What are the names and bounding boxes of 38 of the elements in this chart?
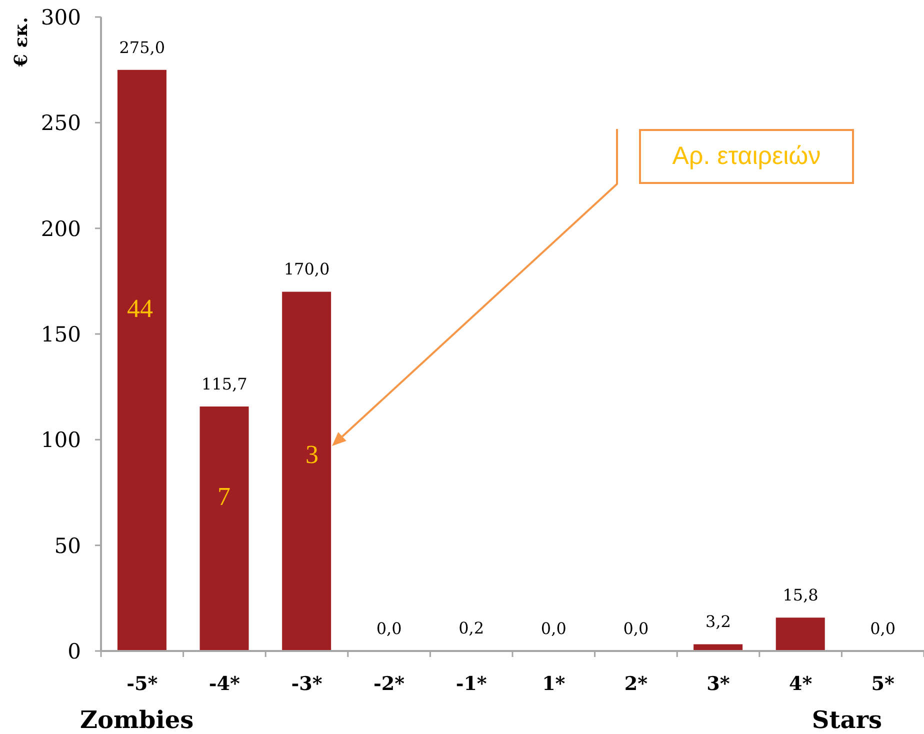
annotation: 3 — [306, 440, 318, 470]
y-axis-title: € εκ. — [11, 17, 32, 68]
data-label: 3,2 — [706, 612, 731, 632]
annotation: Αρ. εταιρειών — [672, 142, 821, 171]
x-tick-label: 4* — [788, 673, 812, 695]
y-tick-label: 250 — [40, 111, 81, 136]
bar — [200, 406, 249, 651]
bar — [117, 70, 166, 651]
x-tick-label: -3* — [291, 673, 322, 695]
annotation: 7 — [218, 482, 230, 512]
y-tick-label: 200 — [40, 216, 81, 241]
x-tick-label: 5* — [871, 673, 894, 695]
bar — [282, 292, 332, 651]
x-tick-label: 3* — [706, 673, 730, 695]
y-tick-label: 150 — [40, 322, 81, 346]
data-label: 0,0 — [623, 619, 649, 638]
text: Stars — [812, 705, 882, 734]
data-label: 0,0 — [540, 619, 566, 638]
text: Zombies — [80, 705, 194, 734]
x-tick-label: -1* — [456, 673, 487, 695]
annotation: 44 — [127, 294, 153, 324]
x-tick-label: -4* — [208, 673, 240, 695]
data-label: 115,7 — [202, 374, 248, 394]
bar — [776, 618, 825, 651]
data-label: 15,8 — [782, 586, 818, 605]
data-label: 0,2 — [458, 618, 484, 638]
x-tick-label: -2* — [374, 673, 405, 695]
x-tick-label: -5* — [126, 673, 158, 695]
data-label: 0,0 — [870, 619, 896, 638]
y-tick-label: 50 — [54, 534, 81, 558]
data-label: 170,0 — [284, 260, 330, 279]
x-tick-label: 2* — [624, 673, 648, 695]
data-label: 275,0 — [119, 38, 166, 57]
x-tick-label: 1* — [542, 673, 566, 695]
data-label: 0,0 — [376, 619, 402, 638]
y-tick-label: 300 — [40, 5, 81, 30]
y-tick-label: 100 — [40, 428, 81, 452]
y-tick-label: 0 — [68, 639, 81, 664]
